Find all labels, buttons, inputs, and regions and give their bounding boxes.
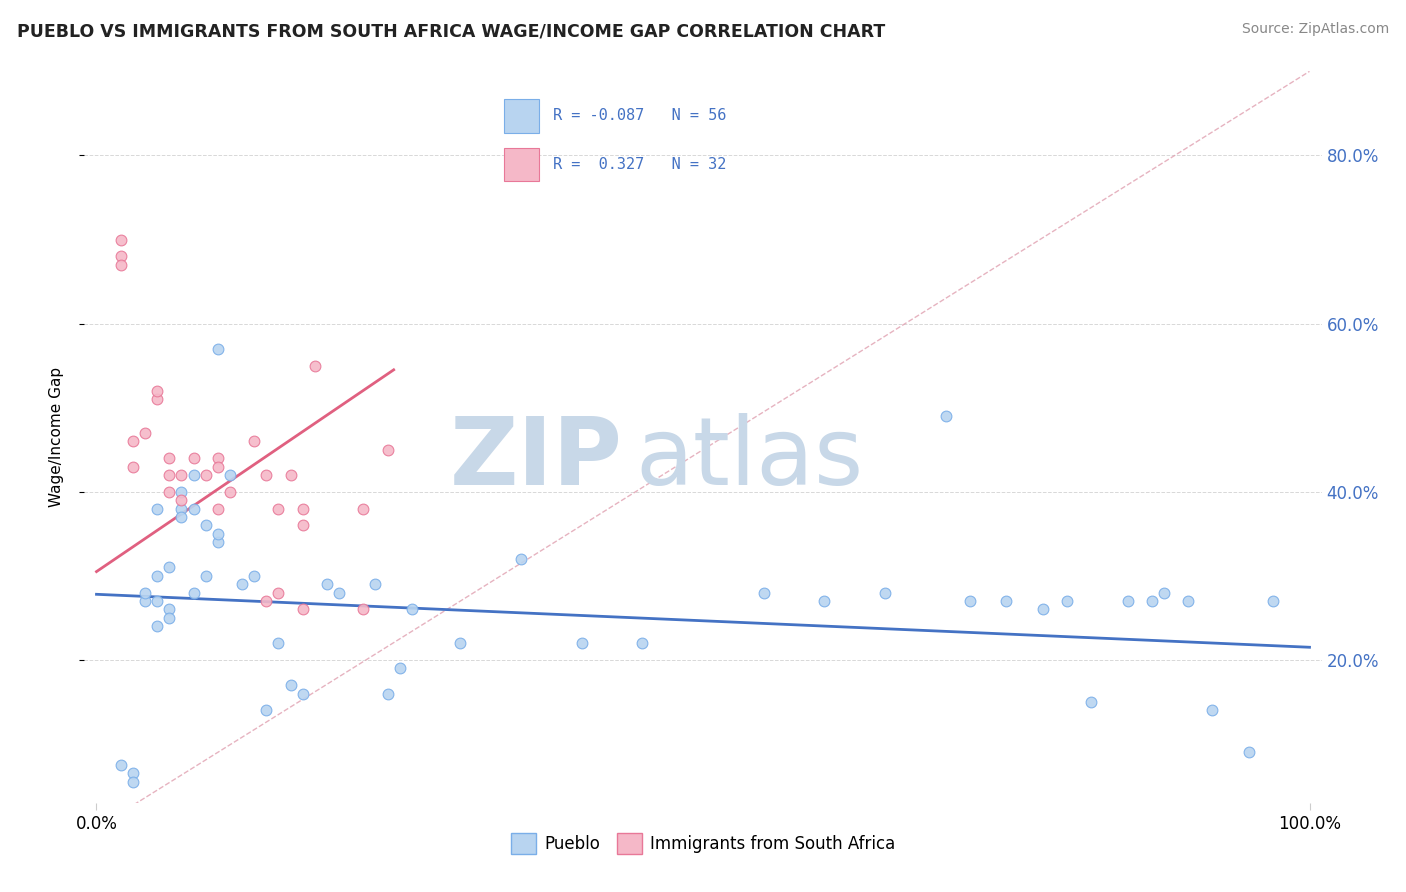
- Point: [157, 560, 180, 574]
- Point: [243, 434, 266, 449]
- Point: [134, 585, 156, 599]
- Y-axis label: Wage/Income Gap: Wage/Income Gap: [49, 367, 63, 508]
- Point: [1177, 594, 1199, 608]
- Point: [146, 501, 169, 516]
- Point: [146, 392, 169, 407]
- Point: [316, 577, 339, 591]
- Point: [110, 249, 132, 263]
- Point: [170, 510, 193, 524]
- Point: [183, 585, 205, 599]
- Point: [170, 484, 193, 499]
- Point: [401, 602, 423, 616]
- Point: [935, 409, 957, 423]
- Point: [183, 451, 205, 466]
- Point: [157, 467, 180, 482]
- Point: [1261, 594, 1284, 608]
- Point: [110, 233, 132, 247]
- Point: [122, 459, 145, 474]
- Text: PUEBLO VS IMMIGRANTS FROM SOUTH AFRICA WAGE/INCOME GAP CORRELATION CHART: PUEBLO VS IMMIGRANTS FROM SOUTH AFRICA W…: [17, 22, 886, 40]
- Point: [267, 501, 290, 516]
- Text: ZIP: ZIP: [450, 413, 623, 505]
- Point: [291, 686, 314, 700]
- Point: [254, 703, 277, 717]
- Point: [207, 342, 229, 356]
- Point: [449, 636, 471, 650]
- Point: [231, 577, 253, 591]
- Point: [352, 602, 374, 616]
- Point: [194, 569, 217, 583]
- Point: [1056, 594, 1078, 608]
- Point: [157, 611, 180, 625]
- Point: [254, 467, 277, 482]
- Point: [134, 425, 156, 440]
- Point: [183, 501, 205, 516]
- Point: [388, 661, 411, 675]
- Point: [752, 585, 775, 599]
- Point: [170, 501, 193, 516]
- Point: [1153, 585, 1175, 599]
- Point: [207, 535, 229, 549]
- Point: [183, 467, 205, 482]
- Point: [304, 359, 326, 373]
- Point: [1032, 602, 1054, 616]
- Point: [243, 569, 266, 583]
- Point: [328, 585, 350, 599]
- Point: [207, 526, 229, 541]
- Point: [110, 758, 132, 772]
- Point: [352, 501, 374, 516]
- Point: [207, 501, 229, 516]
- Point: [146, 619, 169, 633]
- Text: Source: ZipAtlas.com: Source: ZipAtlas.com: [1241, 22, 1389, 37]
- Point: [170, 467, 193, 482]
- Point: [291, 501, 314, 516]
- Point: [267, 585, 290, 599]
- Point: [170, 493, 193, 508]
- Point: [157, 602, 180, 616]
- Point: [207, 459, 229, 474]
- Point: [1140, 594, 1163, 608]
- Point: [157, 484, 180, 499]
- Point: [207, 451, 229, 466]
- Point: [1116, 594, 1139, 608]
- Point: [873, 585, 896, 599]
- Point: [364, 577, 387, 591]
- Point: [291, 602, 314, 616]
- Point: [995, 594, 1018, 608]
- Point: [146, 384, 169, 398]
- Point: [291, 518, 314, 533]
- Point: [267, 636, 290, 650]
- Point: [571, 636, 593, 650]
- Text: atlas: atlas: [636, 413, 863, 505]
- Point: [959, 594, 981, 608]
- Point: [377, 442, 399, 457]
- Point: [1201, 703, 1223, 717]
- Point: [122, 774, 145, 789]
- Point: [1080, 695, 1102, 709]
- Point: [134, 594, 156, 608]
- Point: [194, 518, 217, 533]
- Point: [122, 766, 145, 780]
- Point: [510, 552, 533, 566]
- Point: [631, 636, 654, 650]
- Point: [146, 569, 169, 583]
- Point: [813, 594, 835, 608]
- Point: [254, 594, 277, 608]
- Point: [280, 678, 302, 692]
- Point: [377, 686, 399, 700]
- Point: [110, 258, 132, 272]
- Legend: Pueblo, Immigrants from South Africa: Pueblo, Immigrants from South Africa: [505, 827, 901, 860]
- Point: [194, 467, 217, 482]
- Point: [157, 451, 180, 466]
- Point: [219, 484, 242, 499]
- Point: [1237, 745, 1260, 759]
- Point: [122, 434, 145, 449]
- Point: [219, 467, 242, 482]
- Point: [280, 467, 302, 482]
- Point: [146, 594, 169, 608]
